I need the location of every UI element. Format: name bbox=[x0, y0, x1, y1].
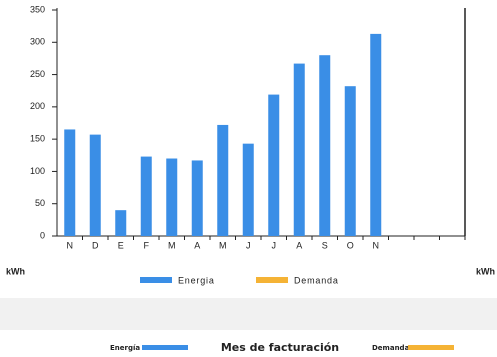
footer-title: Mes de facturación bbox=[221, 341, 339, 354]
y-tick-label: 50 bbox=[35, 198, 45, 208]
x-tick-label: D bbox=[92, 240, 99, 250]
footer-demand-label: Demanda bbox=[372, 344, 410, 352]
x-tick-label: F bbox=[144, 240, 150, 250]
y-tick-label: 300 bbox=[30, 37, 45, 47]
bar bbox=[293, 63, 305, 236]
bar bbox=[64, 129, 76, 236]
y-tick-label: 150 bbox=[30, 134, 45, 144]
x-tick-label: N bbox=[373, 240, 380, 250]
y-tick-label: 250 bbox=[30, 69, 45, 79]
bar bbox=[217, 124, 229, 236]
x-tick-label: A bbox=[296, 240, 302, 250]
y-tick-label: 0 bbox=[40, 230, 45, 240]
legend-label: Demanda bbox=[294, 275, 339, 285]
footer-energy-swatch bbox=[142, 345, 188, 350]
bar bbox=[268, 94, 280, 237]
legend-swatch bbox=[256, 277, 288, 283]
x-tick-label: O bbox=[347, 240, 354, 250]
legend-label: Energia bbox=[178, 275, 215, 285]
x-tick-label: M bbox=[168, 240, 176, 250]
footer-demand-swatch bbox=[408, 345, 454, 350]
x-tick-label: N bbox=[67, 240, 74, 250]
legend-swatch bbox=[140, 277, 172, 283]
footer-energy-label: Energía bbox=[110, 344, 140, 352]
bar bbox=[319, 55, 331, 237]
bar bbox=[115, 210, 127, 236]
y2-unit: kWh bbox=[476, 266, 495, 276]
separator-band bbox=[0, 298, 497, 330]
bar bbox=[242, 143, 254, 236]
y-tick-label: 350 bbox=[30, 4, 45, 14]
bar bbox=[166, 158, 178, 236]
x-tick-label: M bbox=[219, 240, 227, 250]
bar bbox=[191, 160, 203, 236]
bar bbox=[344, 86, 356, 237]
bar bbox=[370, 33, 382, 236]
y-unit: kWh bbox=[6, 266, 25, 276]
x-tick-label: S bbox=[322, 240, 328, 250]
bar bbox=[140, 156, 152, 236]
bar bbox=[89, 134, 101, 236]
x-tick-label: J bbox=[272, 240, 277, 250]
y-tick-label: 100 bbox=[30, 166, 45, 176]
y-tick-label: 200 bbox=[30, 101, 45, 111]
x-tick-label: J bbox=[246, 240, 251, 250]
x-tick-label: E bbox=[118, 240, 124, 250]
x-tick-label: A bbox=[194, 240, 200, 250]
